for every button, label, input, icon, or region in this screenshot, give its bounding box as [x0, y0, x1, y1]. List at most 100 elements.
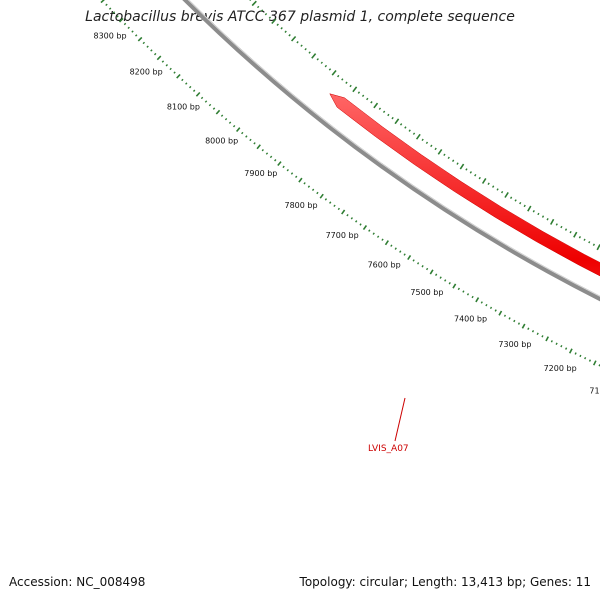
minor-tick	[509, 196, 513, 199]
minor-tick	[303, 182, 306, 185]
tick-label: 7700 bp	[326, 231, 359, 240]
minor-tick	[592, 243, 596, 246]
accession-text: Accession: NC_008498	[9, 575, 146, 589]
minor-tick	[224, 117, 228, 121]
major-tick	[352, 86, 358, 93]
minor-tick	[116, 15, 119, 18]
major-tick	[504, 191, 509, 198]
minor-tick	[523, 204, 526, 208]
minor-tick	[478, 176, 481, 180]
tick-label: 7400 bp	[454, 315, 487, 324]
minor-tick	[517, 322, 521, 325]
minor-tick	[471, 295, 474, 299]
minor-tick	[430, 144, 433, 148]
minor-tick	[123, 22, 127, 26]
major-tick	[100, 0, 105, 4]
minor-tick	[284, 30, 287, 33]
major-tick	[291, 35, 297, 42]
minor-tick	[378, 107, 382, 110]
minor-tick	[150, 49, 153, 52]
minor-tick	[425, 141, 429, 144]
major-tick	[341, 209, 346, 215]
minor-tick	[564, 228, 568, 231]
gene-arrow-lvis-a07[interactable]	[329, 93, 600, 426]
major-tick	[156, 55, 162, 61]
minor-tick	[376, 235, 380, 238]
minor-tick	[328, 68, 332, 71]
minor-tick	[361, 94, 365, 98]
minor-tick	[146, 45, 149, 48]
major-tick	[118, 17, 124, 23]
minor-tick	[366, 97, 369, 101]
minor-tick	[456, 162, 459, 165]
minor-tick	[282, 165, 285, 169]
minor-tick	[276, 23, 279, 26]
major-tick	[568, 348, 573, 354]
minor-tick	[434, 147, 437, 151]
minor-tick	[448, 282, 451, 285]
minor-tick	[555, 223, 558, 226]
minor-tick	[274, 159, 277, 162]
plasmid-backbone-highlight	[187, 0, 600, 297]
minor-tick	[220, 114, 224, 117]
minor-tick	[173, 71, 176, 74]
minor-tick	[394, 247, 397, 250]
minor-tick	[264, 12, 268, 16]
minor-tick	[372, 232, 375, 235]
minor-tick	[232, 124, 236, 128]
major-tick	[521, 323, 526, 329]
minor-tick	[346, 213, 349, 217]
minor-tick	[519, 201, 522, 205]
tick-label: 7100 bp	[589, 387, 600, 396]
minor-tick	[531, 330, 535, 333]
minor-tick	[368, 229, 371, 232]
minor-tick	[435, 273, 438, 276]
minor-tick	[500, 190, 504, 194]
major-tick	[137, 36, 143, 42]
minor-tick	[404, 126, 407, 129]
minor-tick	[480, 301, 483, 304]
minor-tick	[192, 89, 196, 92]
major-tick	[459, 163, 465, 170]
major-tick	[373, 102, 379, 109]
minor-tick	[447, 156, 450, 159]
minor-tick	[541, 215, 545, 218]
minor-tick	[583, 238, 586, 241]
major-tick	[437, 148, 443, 155]
minor-tick	[560, 225, 563, 229]
minor-tick	[127, 26, 130, 29]
minor-tick	[105, 3, 108, 7]
minor-tick	[492, 185, 495, 188]
plasmid-backbone	[182, 0, 600, 302]
minor-tick	[546, 218, 549, 221]
minor-tick	[416, 262, 420, 265]
gene-label-lvis-a07[interactable]: LVIS_A07	[368, 444, 409, 454]
minor-tick	[536, 332, 539, 336]
minor-tick	[241, 131, 244, 135]
minor-tick	[382, 110, 386, 114]
minor-tick	[260, 9, 264, 12]
tick-label: 7600 bp	[368, 260, 401, 269]
minor-tick	[541, 335, 544, 338]
major-tick	[319, 193, 324, 199]
minor-tick	[370, 101, 373, 104]
minor-tick	[181, 78, 184, 82]
minor-tick	[588, 241, 591, 244]
minor-tick	[188, 85, 192, 89]
major-tick	[452, 283, 457, 289]
minor-tick	[532, 210, 535, 213]
minor-tick	[249, 0, 252, 1]
tick-label: 7200 bp	[544, 364, 577, 373]
minor-tick	[169, 67, 172, 71]
minor-tick	[381, 238, 384, 241]
minor-tick	[399, 250, 402, 253]
minor-tick	[439, 276, 442, 279]
minor-tick	[555, 342, 558, 345]
minor-tick	[359, 223, 362, 226]
minor-tick	[469, 171, 472, 174]
minor-tick	[185, 82, 188, 85]
minor-tick	[485, 303, 488, 307]
minor-tick	[316, 58, 319, 61]
major-tick	[298, 177, 303, 183]
